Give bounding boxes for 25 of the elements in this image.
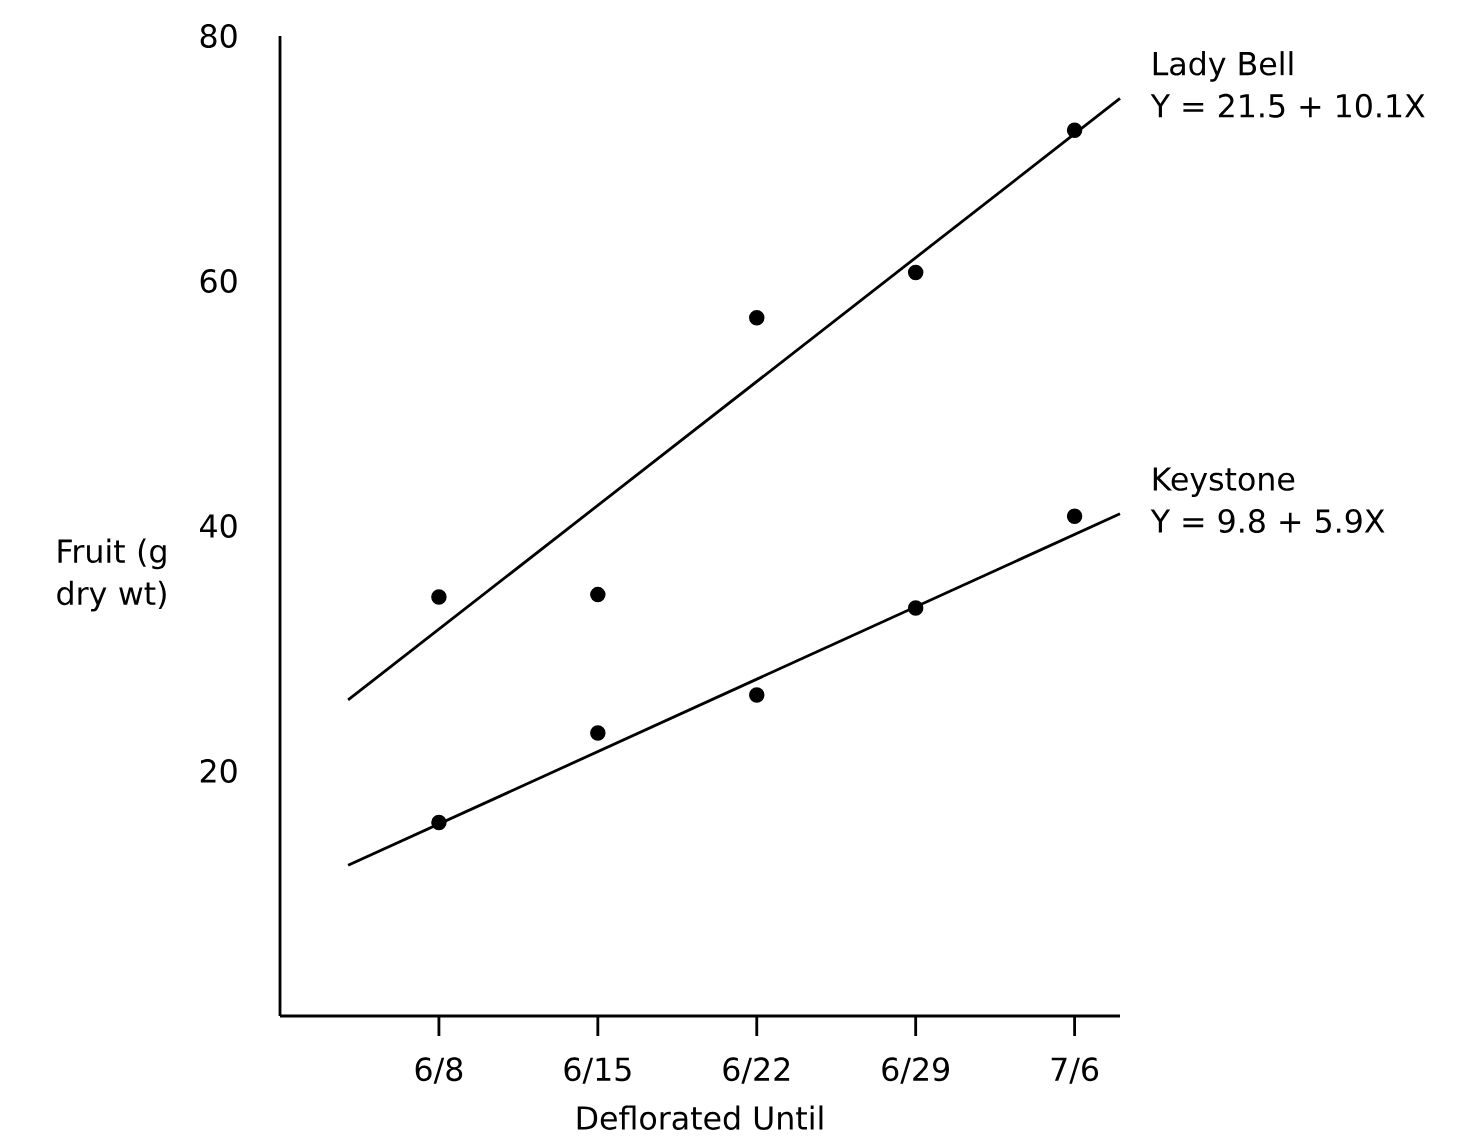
point <box>590 586 606 603</box>
point <box>431 589 447 605</box>
point <box>1066 122 1083 139</box>
y-tick-label: 80 <box>200 24 237 48</box>
point <box>1066 508 1083 524</box>
x-tick-label: 6/29 <box>882 1057 949 1084</box>
text: Lady Bell <box>1153 51 1293 82</box>
point <box>907 600 924 616</box>
x-axis-title: Deflorated Until <box>577 1105 823 1130</box>
x-tick-label: 6/22 <box>723 1057 790 1084</box>
x-tick-label: 7/6 <box>1051 1057 1099 1084</box>
point <box>749 310 765 326</box>
point <box>749 687 765 703</box>
text: Y = 9.8 + 5.9X <box>1150 509 1385 534</box>
y-tick-label: 40 <box>200 514 237 538</box>
point <box>431 814 447 831</box>
x-tick-label: 6/15 <box>564 1057 631 1084</box>
x-tick-label: 6/8 <box>415 1057 463 1084</box>
text: Y = 21.5 + 10.1X <box>1150 93 1425 118</box>
y-tick-label: 60 <box>200 269 237 293</box>
point <box>590 725 606 741</box>
text: Keystone <box>1153 467 1295 497</box>
y-axis-title: Fruit (g dry wt) <box>57 538 166 612</box>
y-tick-label: 20 <box>200 759 237 783</box>
point <box>907 264 924 281</box>
